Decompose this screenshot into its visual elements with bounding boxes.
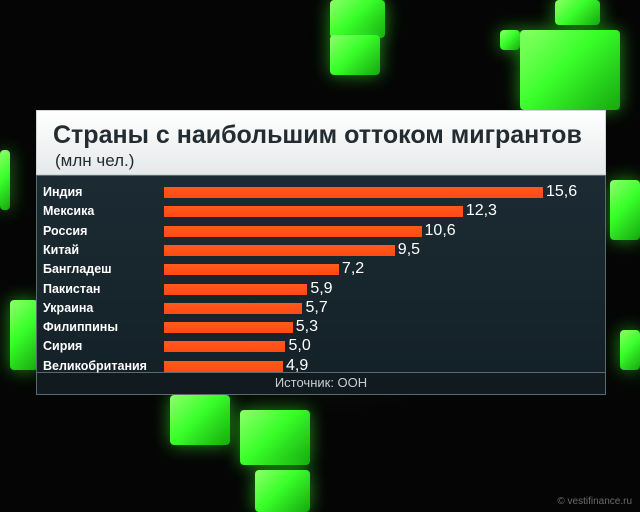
- green-cube: [170, 395, 230, 445]
- green-cube: [330, 35, 380, 75]
- bar-chart: Индия 15,6 Мексика 12,3 Россия 10,6 Китай 9,5 Ба…: [36, 175, 607, 376]
- bar: [164, 264, 339, 276]
- value-label: 4,9: [286, 356, 309, 374]
- category-label: Китай: [43, 242, 80, 257]
- value-label: 5,9: [310, 279, 333, 297]
- value-label: 9,5: [397, 240, 421, 258]
- value-label: 5,0: [288, 337, 311, 355]
- green-cube: [330, 0, 385, 38]
- bar-row: Мексика 12,3: [37, 202, 607, 221]
- green-cube: [555, 0, 600, 25]
- category-label: Филиппины: [43, 320, 118, 335]
- bar: [164, 322, 293, 334]
- chart-title: Страны с наибольшим оттоком мигрантов: [53, 121, 582, 149]
- green-cube: [0, 150, 10, 210]
- bar-row: Бангладеш 7,2: [37, 260, 607, 279]
- category-label: Индия: [43, 185, 83, 199]
- bar-row: Сирия 5,0: [37, 337, 607, 356]
- category-label: Бангладеш: [43, 262, 112, 277]
- bar: [164, 206, 463, 218]
- green-cube: [240, 410, 310, 465]
- bar-row: Россия 10,6: [37, 222, 607, 241]
- value-label: 10,6: [424, 221, 456, 239]
- category-label: Россия: [43, 223, 88, 238]
- source-footer: Источник: ООН: [36, 373, 606, 395]
- title-box: Страны с наибольшим оттоком мигрантов (м…: [36, 110, 606, 175]
- green-cube: [500, 30, 520, 50]
- bar-row: Великобритания 4,9: [37, 357, 607, 376]
- value-label: 5,3: [295, 318, 318, 336]
- category-label: Украина: [43, 300, 94, 315]
- bar-row: Индия 15,6: [37, 183, 607, 202]
- chart-subtitle: (млн чел.): [55, 151, 135, 170]
- bar-row: Украина 5,7: [37, 299, 607, 318]
- green-cube: [255, 470, 310, 512]
- bar: [164, 302, 303, 314]
- category-label: Мексика: [43, 204, 95, 219]
- bar-row: Пакистан 5,9: [37, 280, 607, 299]
- green-cube: [520, 30, 620, 110]
- watermark: © vestifinance.ru: [557, 496, 632, 507]
- bar: [164, 283, 308, 295]
- value-label: 5,7: [305, 298, 328, 316]
- bar: [164, 341, 286, 353]
- bar-row: Филиппины 5,3: [37, 318, 607, 337]
- bar: [164, 187, 543, 198]
- category-label: Великобритания: [43, 358, 147, 373]
- bar: [164, 360, 284, 372]
- category-label: Сирия: [43, 339, 83, 354]
- bar-row: Китай 9,5: [37, 241, 607, 260]
- value-label: 7,2: [341, 260, 365, 278]
- value-label: 12,3: [465, 202, 497, 220]
- bar: [164, 244, 395, 256]
- category-label: Пакистан: [43, 281, 101, 296]
- green-cube: [620, 330, 640, 370]
- green-cube: [610, 180, 640, 240]
- value-label: 15,6: [546, 183, 578, 200]
- green-cube: [10, 300, 38, 370]
- chart-panel: Страны с наибольшим оттоком мигрантов (м…: [36, 110, 606, 396]
- bar: [164, 225, 422, 237]
